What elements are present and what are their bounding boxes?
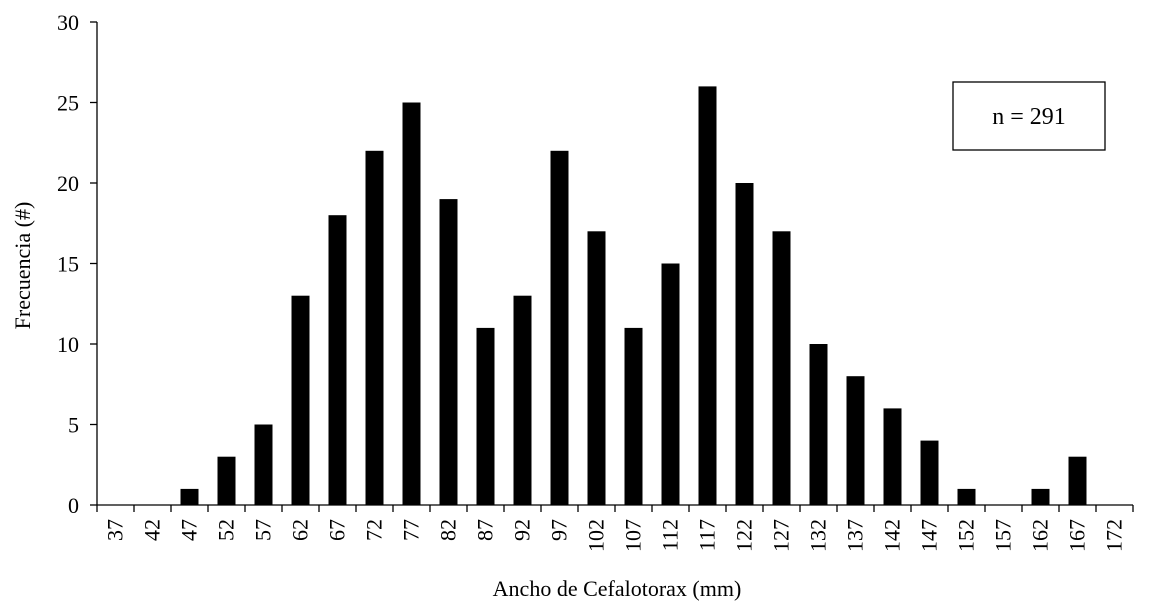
bar-142	[883, 408, 902, 505]
y-tick-label: 15	[57, 252, 79, 277]
bar-162	[1031, 488, 1050, 505]
x-tick-label: 37	[103, 519, 128, 541]
x-tick-label: 152	[954, 519, 979, 552]
x-tick-label: 127	[769, 519, 794, 552]
x-axis-title: Ancho de Cefalotorax (mm)	[493, 576, 742, 601]
x-tick-label: 92	[510, 519, 535, 541]
x-ticks-group: 37 42 47 52 57 62 67 72 77 82 87 92 97 102 107 112 117 12…	[96, 505, 1134, 552]
bar-67	[328, 215, 347, 505]
bar-102	[587, 231, 606, 506]
x-tick-label: 117	[695, 519, 720, 551]
annotation-text: n = 291	[992, 104, 1066, 130]
y-tick-label: 10	[57, 332, 79, 357]
x-tick-label: 157	[991, 519, 1016, 552]
x-tick-label: 72	[362, 519, 387, 541]
bar-62	[291, 295, 310, 505]
x-tick-label: 147	[917, 519, 942, 552]
bar-112	[661, 263, 680, 505]
bar-47	[180, 488, 199, 505]
x-tick-label: 107	[621, 519, 646, 552]
bar-52	[217, 456, 236, 505]
x-tick-label: 67	[325, 519, 350, 541]
y-tick-label: 5	[68, 413, 79, 438]
bar-117	[698, 86, 717, 506]
bar-107	[624, 327, 643, 505]
x-tick-label: 42	[140, 519, 165, 541]
y-ticks-group: 0 5 10 15 20 25 30	[57, 10, 97, 518]
bar-72	[365, 150, 384, 506]
bar-77	[402, 102, 421, 505]
x-tick-label: 47	[177, 519, 202, 541]
x-tick-label: 122	[732, 519, 757, 552]
bar-92	[513, 295, 532, 505]
y-axis-title: Frecuencia (#)	[10, 202, 35, 330]
x-tick-label: 112	[658, 519, 683, 551]
y-tick-label: 0	[68, 493, 79, 518]
sample-size-annotation: n = 291	[952, 81, 1106, 151]
x-tick-label: 137	[843, 519, 868, 552]
x-tick-label: 102	[584, 519, 609, 552]
annotation-box	[952, 81, 1106, 151]
bar-87	[476, 327, 495, 505]
x-tick-label: 97	[547, 519, 572, 541]
x-tick-label: 162	[1028, 519, 1053, 552]
bar-152	[957, 488, 976, 505]
x-tick-label: 52	[214, 519, 239, 541]
bar-167	[1068, 456, 1087, 505]
x-tick-label: 142	[880, 519, 905, 552]
bar-122	[735, 183, 754, 505]
bar-137	[846, 376, 865, 505]
bars-group	[180, 86, 1087, 506]
bar-82	[439, 199, 458, 505]
x-tick-label: 57	[251, 519, 276, 541]
y-tick-label: 25	[57, 91, 79, 116]
bar-57	[254, 424, 273, 505]
x-tick-label: 132	[806, 519, 831, 552]
x-tick-label: 82	[436, 519, 461, 541]
y-tick-label: 20	[57, 171, 79, 196]
bar-127	[772, 231, 791, 506]
bar-132	[809, 344, 828, 505]
x-tick-label: 87	[473, 519, 498, 541]
x-tick-label: 62	[288, 519, 313, 541]
bar-147	[920, 440, 939, 505]
y-tick-label: 30	[57, 10, 79, 35]
x-tick-label: 172	[1102, 519, 1127, 552]
x-tick-label: 167	[1065, 519, 1090, 552]
bar-97	[550, 150, 569, 506]
x-tick-label: 77	[399, 519, 424, 541]
